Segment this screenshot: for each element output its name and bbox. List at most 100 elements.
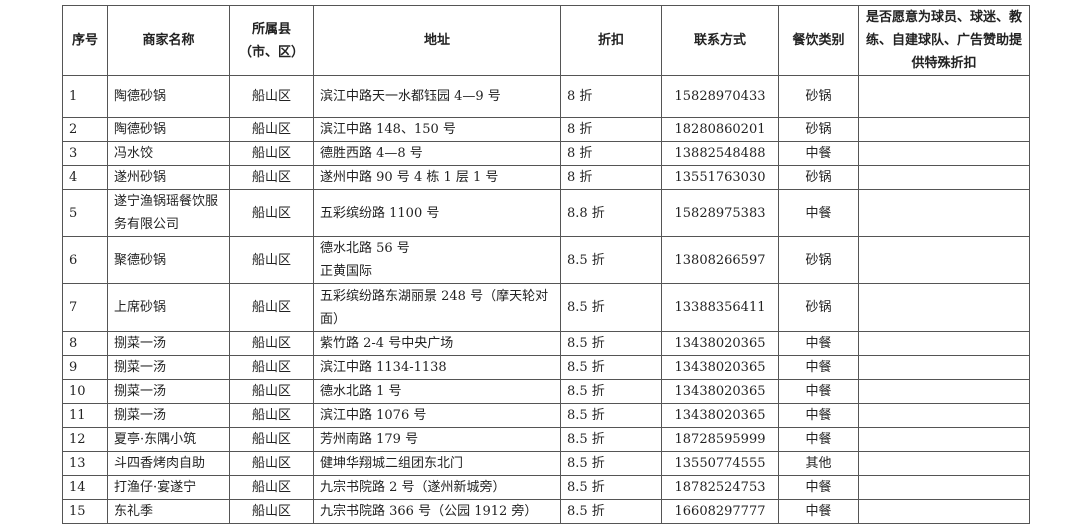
special-discount-cell bbox=[858, 141, 1030, 166]
address-cell: 遂州中路 90 号 4 栋 1 层 1 号 bbox=[313, 165, 561, 190]
district-cell: 船山区 bbox=[229, 141, 314, 166]
index-cell: 4 bbox=[62, 165, 108, 190]
special-discount-cell bbox=[858, 75, 1030, 118]
category-cell: 砂锅 bbox=[778, 117, 859, 142]
discount-cell: 8.5 折 bbox=[560, 379, 662, 404]
merchant-name-cell: 捌菜一汤 bbox=[107, 379, 230, 404]
special-discount-cell bbox=[858, 283, 1030, 332]
address-cell: 滨江中路 1134-1138 bbox=[313, 355, 561, 380]
contact-cell: 18280860201 bbox=[661, 117, 779, 142]
contact-cell: 13550774555 bbox=[661, 451, 779, 476]
special-discount-cell bbox=[858, 379, 1030, 404]
index-cell: 12 bbox=[62, 427, 108, 452]
discount-cell: 8.5 折 bbox=[560, 355, 662, 380]
district-cell: 船山区 bbox=[229, 117, 314, 142]
special-discount-cell bbox=[858, 403, 1030, 428]
table-row: 7 上席砂锅 船山区 五彩缤纷路东湖丽景 248 号（摩天轮对面） 8.5 折 13388… bbox=[62, 283, 1030, 332]
discount-cell: 8.5 折 bbox=[560, 236, 662, 284]
discount-cell: 8 折 bbox=[560, 117, 662, 142]
discount-cell: 8 折 bbox=[560, 75, 662, 118]
index-cell: 7 bbox=[62, 283, 108, 332]
category-cell: 中餐 bbox=[778, 403, 859, 428]
header-district: 所属县（市、区） bbox=[229, 5, 314, 76]
address-line: 德水北路 56 号 bbox=[320, 241, 410, 256]
district-cell: 船山区 bbox=[229, 499, 314, 524]
merchant-name-cell: 夏亭·东隅小筑 bbox=[107, 427, 230, 452]
special-discount-cell bbox=[858, 427, 1030, 452]
district-cell: 船山区 bbox=[229, 75, 314, 118]
address-cell: 健坤华翔城二组团东北门 bbox=[313, 451, 561, 476]
contact-cell: 13551763030 bbox=[661, 165, 779, 190]
merchant-name-cell: 东礼季 bbox=[107, 499, 230, 524]
category-cell: 其他 bbox=[778, 451, 859, 476]
contact-cell: 13388356411 bbox=[661, 283, 779, 332]
category-cell: 中餐 bbox=[778, 355, 859, 380]
discount-cell: 8.8 折 bbox=[560, 189, 662, 237]
district-cell: 船山区 bbox=[229, 475, 314, 500]
discount-cell: 8.5 折 bbox=[560, 499, 662, 524]
category-cell: 砂锅 bbox=[778, 75, 859, 118]
merchant-name-cell: 陶德砂锅 bbox=[107, 75, 230, 118]
index-cell: 9 bbox=[62, 355, 108, 380]
category-cell: 砂锅 bbox=[778, 236, 859, 284]
address-cell: 德胜西路 4—8 号 bbox=[313, 141, 561, 166]
special-discount-cell bbox=[858, 355, 1030, 380]
index-cell: 1 bbox=[62, 75, 108, 118]
discount-cell: 8.5 折 bbox=[560, 475, 662, 500]
discount-cell: 8 折 bbox=[560, 165, 662, 190]
special-discount-cell bbox=[858, 331, 1030, 356]
special-discount-cell bbox=[858, 189, 1030, 237]
table-row: 8 捌菜一汤 船山区 紫竹路 2-4 号中央广场 8.5 折 13438020365 中餐 bbox=[62, 331, 1030, 356]
index-cell: 15 bbox=[62, 499, 108, 524]
address-cell: 五彩缤纷路 1100 号 bbox=[313, 189, 561, 237]
merchant-name-cell: 冯水饺 bbox=[107, 141, 230, 166]
contact-cell: 13438020365 bbox=[661, 355, 779, 380]
table-row: 14 打渔仔·宴遂宁 船山区 九宗书院路 2 号（遂州新城旁） 8.5 折 1878252… bbox=[62, 475, 1030, 500]
table-row: 9 捌菜一汤 船山区 滨江中路 1134-1138 8.5 折 13438020365 中餐 bbox=[62, 355, 1030, 380]
category-cell: 中餐 bbox=[778, 189, 859, 237]
special-discount-cell bbox=[858, 451, 1030, 476]
discount-cell: 8.5 折 bbox=[560, 403, 662, 428]
contact-cell: 15828970433 bbox=[661, 75, 779, 118]
discount-cell: 8 折 bbox=[560, 141, 662, 166]
index-cell: 14 bbox=[62, 475, 108, 500]
contact-cell: 13882548488 bbox=[661, 141, 779, 166]
address-cell: 五彩缤纷路东湖丽景 248 号（摩天轮对面） bbox=[313, 283, 561, 332]
discount-cell: 8.5 折 bbox=[560, 427, 662, 452]
category-cell: 中餐 bbox=[778, 499, 859, 524]
header-merchant-name: 商家名称 bbox=[107, 5, 230, 76]
category-cell: 中餐 bbox=[778, 427, 859, 452]
address-cell: 九宗书院路 2 号（遂州新城旁） bbox=[313, 475, 561, 500]
header-index: 序号 bbox=[62, 5, 108, 76]
category-cell: 中餐 bbox=[778, 331, 859, 356]
district-cell: 船山区 bbox=[229, 189, 314, 237]
merchant-name-cell: 遂州砂锅 bbox=[107, 165, 230, 190]
index-cell: 11 bbox=[62, 403, 108, 428]
contact-cell: 15828975383 bbox=[661, 189, 779, 237]
table-row: 15 东礼季 船山区 九宗书院路 366 号（公园 1912 旁） 8.5 折 16608… bbox=[62, 499, 1030, 524]
address-cell: 滨江中路天一水都钰园 4—9 号 bbox=[313, 75, 561, 118]
merchant-name-cell: 斗四香烤肉自助 bbox=[107, 451, 230, 476]
category-cell: 砂锅 bbox=[778, 165, 859, 190]
contact-cell: 13438020365 bbox=[661, 379, 779, 404]
discount-cell: 8.5 折 bbox=[560, 451, 662, 476]
address-cell: 滨江中路 1076 号 bbox=[313, 403, 561, 428]
table-row: 12 夏亭·东隅小筑 船山区 芳州南路 179 号 8.5 折 18728595999 中餐 bbox=[62, 427, 1030, 452]
address-cell: 滨江中路 148、150 号 bbox=[313, 117, 561, 142]
district-cell: 船山区 bbox=[229, 236, 314, 284]
table-row: 5 遂宁渔锅瑶餐饮服务有限公司 船山区 五彩缤纷路 1100 号 8.8 折 158289… bbox=[62, 189, 1030, 237]
category-cell: 砂锅 bbox=[778, 283, 859, 332]
address-cell: 德水北路 56 号正黄国际 bbox=[313, 236, 561, 284]
special-discount-cell bbox=[858, 117, 1030, 142]
header-special-discount: 是否愿意为球员、球迷、教练、自建球队、广告赞助提供特殊折扣 bbox=[858, 5, 1030, 76]
special-discount-cell bbox=[858, 236, 1030, 284]
district-cell: 船山区 bbox=[229, 331, 314, 356]
discount-cell: 8.5 折 bbox=[560, 331, 662, 356]
special-discount-cell bbox=[858, 475, 1030, 500]
merchant-discount-table: 序号 商家名称 所属县（市、区） 地址 折扣 联系方式 餐饮类别 是否愿意为球员… bbox=[62, 5, 1030, 524]
district-cell: 船山区 bbox=[229, 165, 314, 190]
